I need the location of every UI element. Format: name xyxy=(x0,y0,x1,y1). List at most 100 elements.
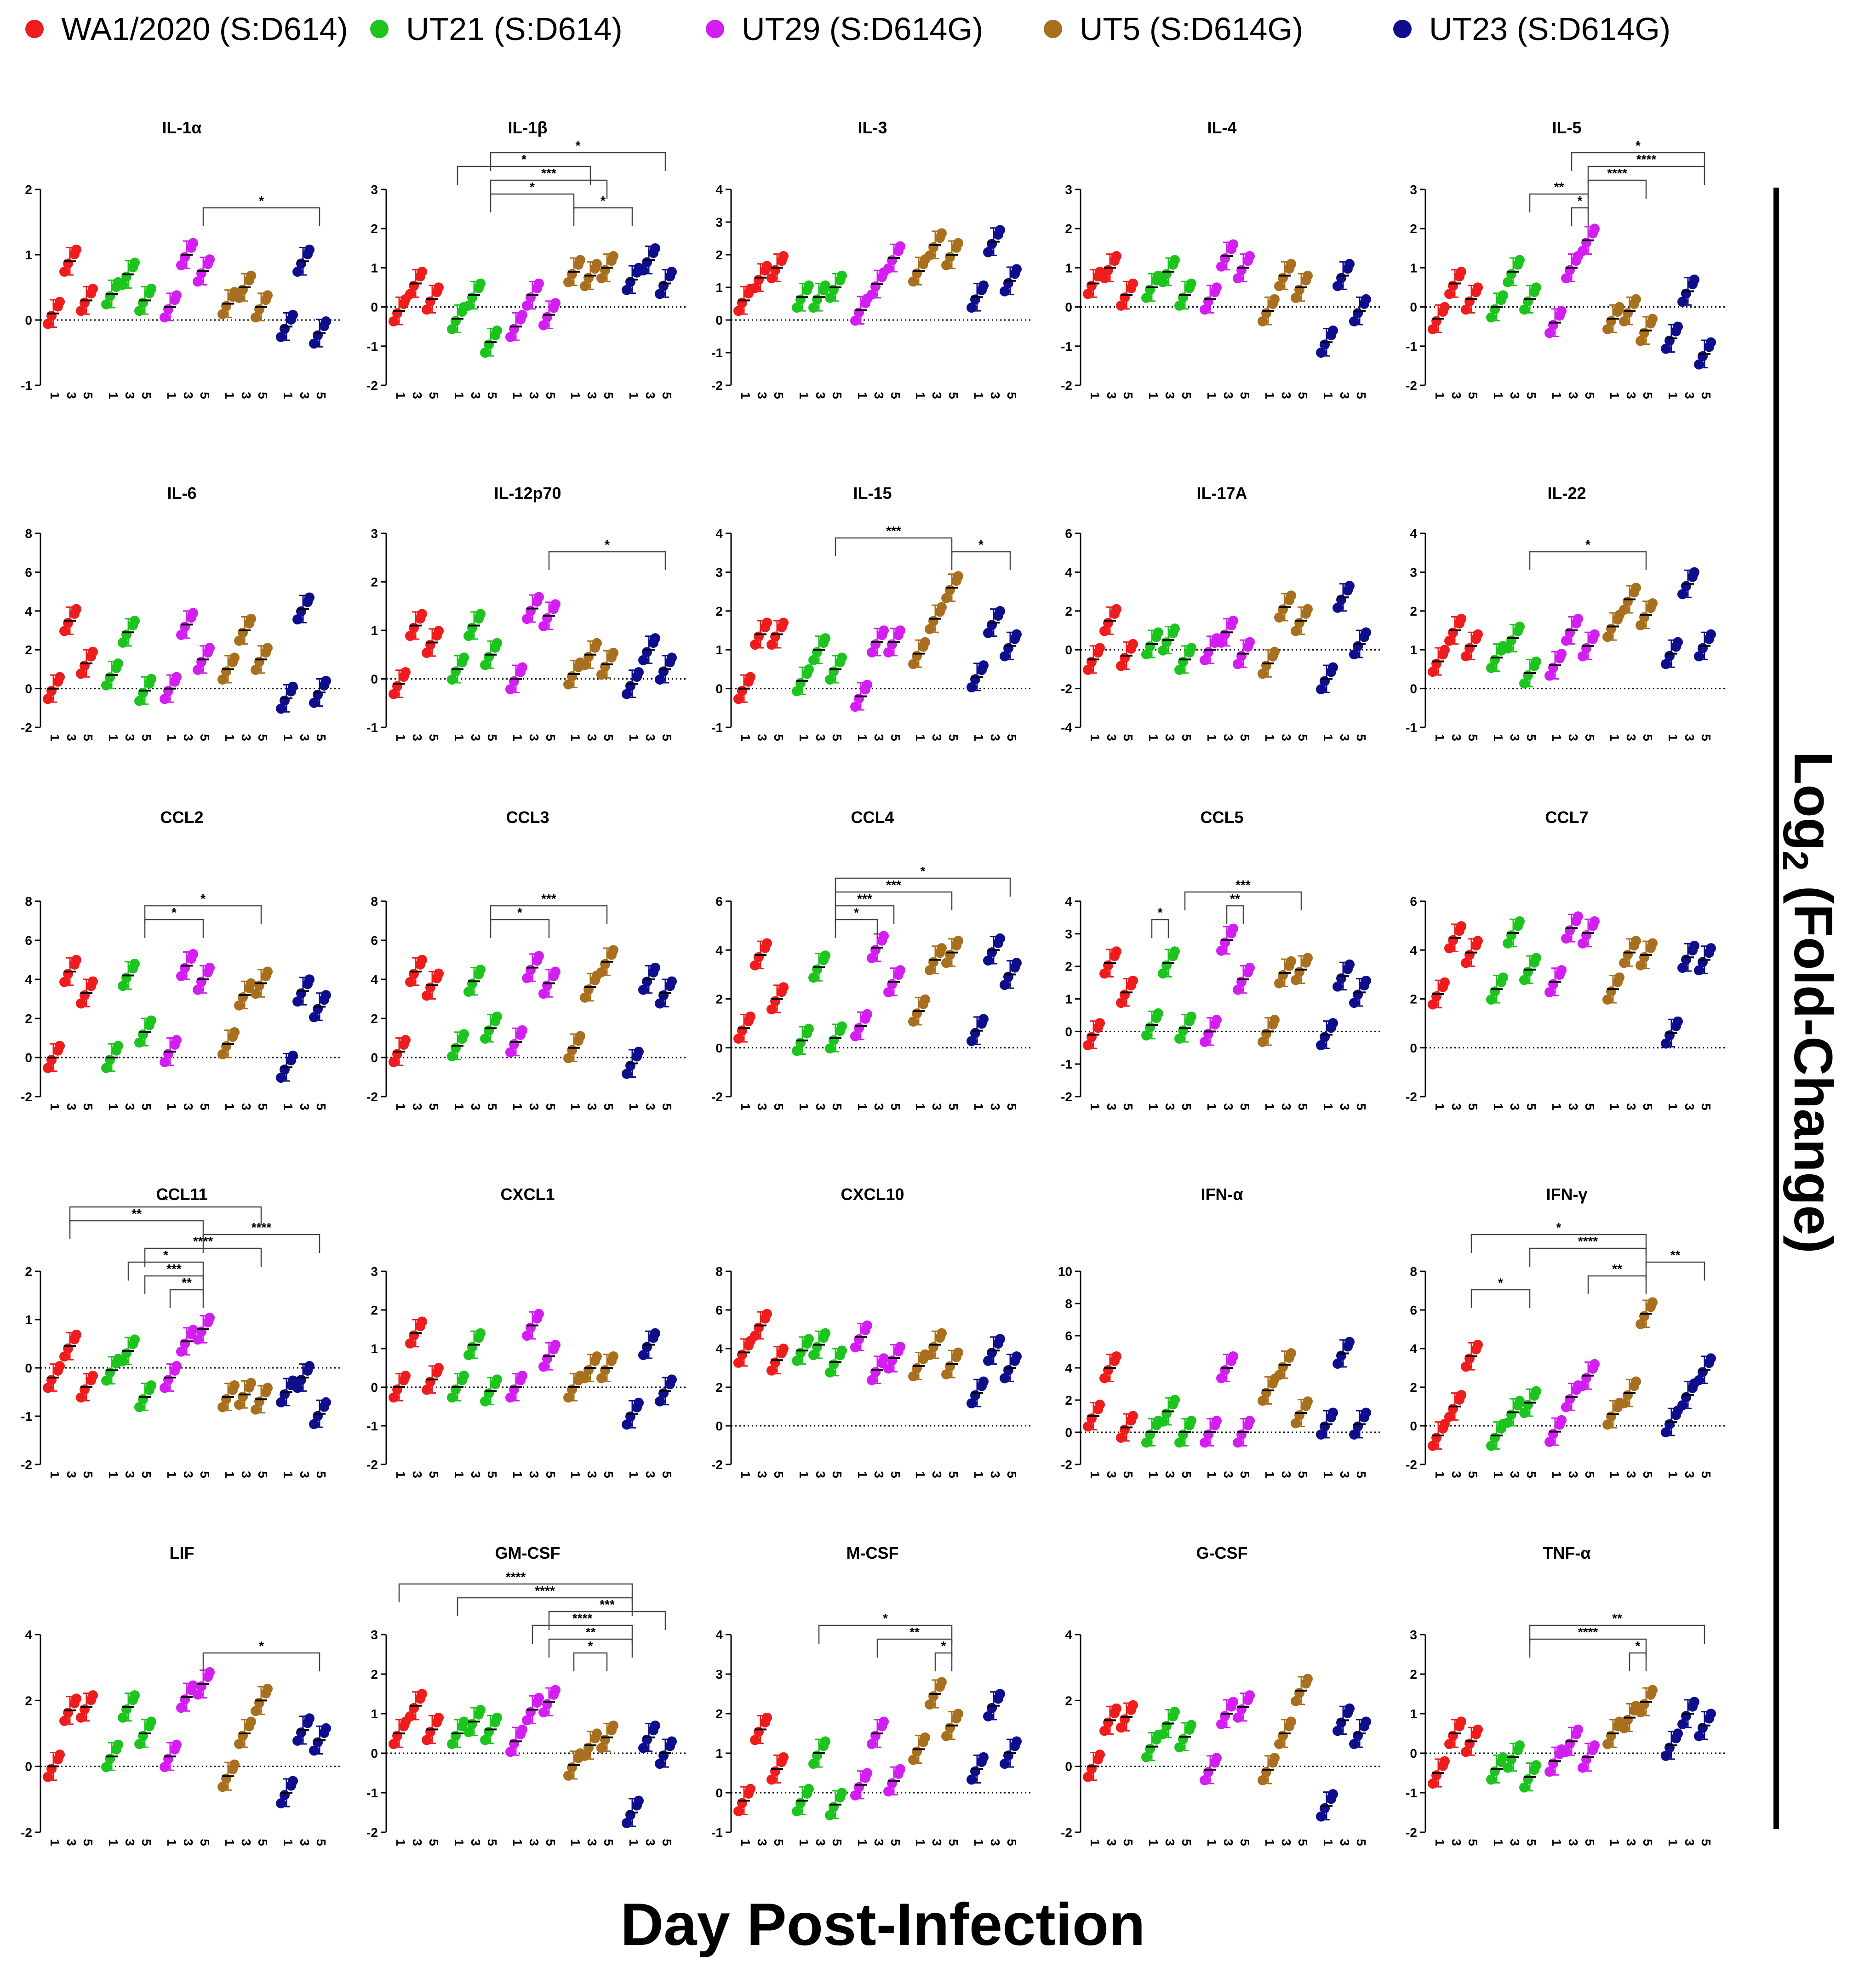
data-point xyxy=(492,1011,502,1022)
data-point xyxy=(550,298,561,309)
data-point xyxy=(475,278,486,289)
significance-label: * xyxy=(1636,138,1641,153)
x-tick-label: 1 xyxy=(1321,1839,1335,1846)
data-point xyxy=(953,238,963,248)
panel-title: CCL7 xyxy=(1545,808,1588,827)
x-tick-label: 5 xyxy=(427,1103,441,1110)
data-point xyxy=(1515,255,1525,265)
y-tick-label: 0 xyxy=(371,1746,378,1761)
x-tick-label: 1 xyxy=(913,1103,927,1110)
data-point xyxy=(937,943,947,954)
data-point xyxy=(908,1755,918,1765)
data-point xyxy=(608,945,618,955)
data-point xyxy=(55,1750,65,1760)
x-tick-label: 3 xyxy=(585,1471,599,1478)
y-tick-label: -2 xyxy=(711,1090,723,1104)
x-tick-label: 1 xyxy=(1491,734,1505,741)
data-point xyxy=(234,1400,244,1410)
data-point xyxy=(563,1053,573,1064)
data-point xyxy=(1661,343,1671,354)
x-tick-label: 5 xyxy=(1583,734,1597,741)
data-point xyxy=(1440,1756,1450,1767)
data-point xyxy=(246,270,256,281)
x-tick-label: 5 xyxy=(601,392,616,399)
data-point xyxy=(638,655,648,665)
data-point xyxy=(812,964,822,975)
x-tick-label: 3 xyxy=(1104,1839,1119,1846)
significance-bracket xyxy=(1529,1638,1647,1658)
data-point xyxy=(280,695,290,706)
data-point xyxy=(862,1768,872,1778)
data-point xyxy=(1490,1432,1500,1443)
data-point xyxy=(1636,960,1646,971)
data-point xyxy=(862,1320,872,1331)
data-point xyxy=(130,1690,140,1701)
x-tick-label: 3 xyxy=(1338,1103,1352,1110)
data-point xyxy=(1694,1375,1704,1385)
data-point xyxy=(176,971,186,982)
x-tick-label: 1 xyxy=(281,1103,295,1110)
data-point xyxy=(1336,595,1346,605)
data-point xyxy=(1158,277,1168,287)
x-tick-label: 3 xyxy=(1279,1839,1293,1846)
y-tick-label: 2 xyxy=(371,222,378,236)
x-tick-label: 1 xyxy=(1666,734,1680,741)
data-point xyxy=(737,297,747,308)
x-tick-label: 3 xyxy=(64,1471,79,1478)
data-point xyxy=(970,1766,980,1777)
y-tick-label: 8 xyxy=(1410,1264,1417,1279)
data-point xyxy=(1083,664,1093,675)
data-point xyxy=(1602,1739,1613,1750)
data-point xyxy=(43,694,53,704)
data-point xyxy=(967,682,977,692)
data-point xyxy=(1519,678,1529,689)
significance-label: **** xyxy=(1607,166,1627,180)
x-tick-label: 1 xyxy=(281,1839,295,1846)
data-point xyxy=(1464,1738,1475,1749)
data-point xyxy=(1349,649,1359,660)
significance-bracket xyxy=(1184,891,1302,910)
data-point xyxy=(55,297,65,307)
y-tick-label: 2 xyxy=(715,248,723,262)
data-point xyxy=(1448,280,1458,291)
data-point xyxy=(1294,1687,1304,1698)
x-tick-label: 5 xyxy=(1699,1103,1713,1110)
data-point xyxy=(1636,1707,1646,1718)
data-point xyxy=(1590,916,1600,926)
data-point xyxy=(434,1363,444,1373)
significance-label: ** xyxy=(1612,1262,1622,1276)
data-point xyxy=(928,1342,938,1352)
data-point xyxy=(928,957,938,967)
data-point xyxy=(762,1309,772,1319)
data-point xyxy=(118,280,128,290)
data-point xyxy=(953,571,963,582)
legend-label: WA1/2020 (S:D614) xyxy=(61,11,348,47)
data-point xyxy=(434,282,444,293)
y-tick-label: 2 xyxy=(1410,992,1417,1006)
x-tick-label: 1 xyxy=(1321,1103,1335,1110)
significance-bracket xyxy=(1470,1289,1531,1308)
data-point xyxy=(1233,659,1243,669)
data-point xyxy=(1573,911,1583,922)
significance-bracket xyxy=(144,905,262,924)
data-point xyxy=(1677,962,1687,973)
data-point xyxy=(1344,959,1355,970)
data-point xyxy=(1581,1754,1591,1765)
data-point xyxy=(1216,261,1226,272)
data-point xyxy=(778,618,789,628)
panel-title: CCL4 xyxy=(851,808,894,827)
data-point xyxy=(583,1365,594,1375)
x-tick-label: 3 xyxy=(181,1471,195,1478)
data-point xyxy=(567,1045,577,1055)
data-point xyxy=(978,1014,989,1024)
significance-bracket xyxy=(490,919,550,938)
data-point xyxy=(634,1046,644,1057)
x-tick-label: 1 xyxy=(165,1471,179,1478)
data-point xyxy=(1349,1429,1359,1440)
data-point xyxy=(1456,613,1466,624)
data-point xyxy=(658,666,669,677)
data-point xyxy=(292,996,303,1007)
data-point xyxy=(1236,1704,1247,1715)
